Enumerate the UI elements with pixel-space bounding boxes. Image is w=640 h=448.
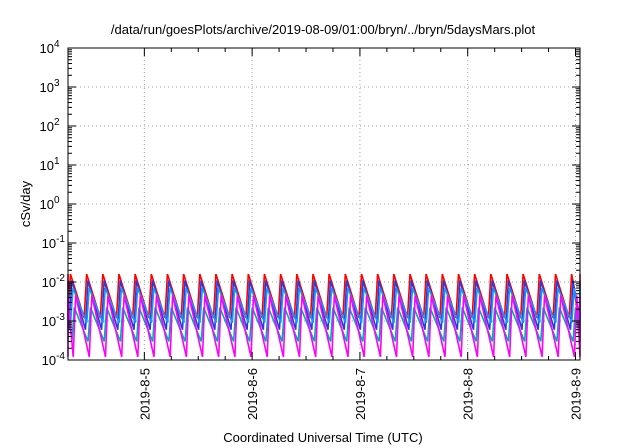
plot-frame — [67, 47, 581, 361]
series-group — [67, 273, 581, 358]
y-tick-label: 10-1 — [42, 234, 66, 251]
y-axis-label: cSv/day — [18, 180, 33, 227]
x-axis-label: Coordinated Universal Time (UTC) — [223, 430, 422, 445]
y-tick-label: 103 — [39, 78, 59, 95]
y-tick-label: 10-3 — [42, 312, 66, 329]
series-line-3 — [67, 287, 581, 324]
y-tick-label: 101 — [39, 156, 59, 173]
y-tick-label: 100 — [39, 195, 59, 212]
series-line-5 — [67, 295, 581, 358]
chart-title: /data/run/goesPlots/archive/2019-08-09/0… — [111, 22, 536, 37]
x-tick-label: 2019-8-6 — [245, 368, 260, 420]
series-line-2 — [67, 280, 581, 330]
x-tick-label: 2019-8-5 — [137, 368, 152, 420]
y-tick-label: 10-2 — [42, 273, 66, 290]
y-tick-label: 104 — [39, 39, 59, 56]
y-tick-label: 10-4 — [42, 351, 66, 368]
axes: 10-4 10-3 10-2 10-1 100 101 102 103 104 2019-8-5 2… — [39, 39, 583, 420]
y-tick-label: 102 — [39, 117, 59, 134]
x-tick-label: 2019-8-8 — [461, 368, 476, 420]
x-tick-label: 2019-8-7 — [353, 368, 368, 420]
x-tick-label: 2019-8-9 — [569, 368, 584, 420]
